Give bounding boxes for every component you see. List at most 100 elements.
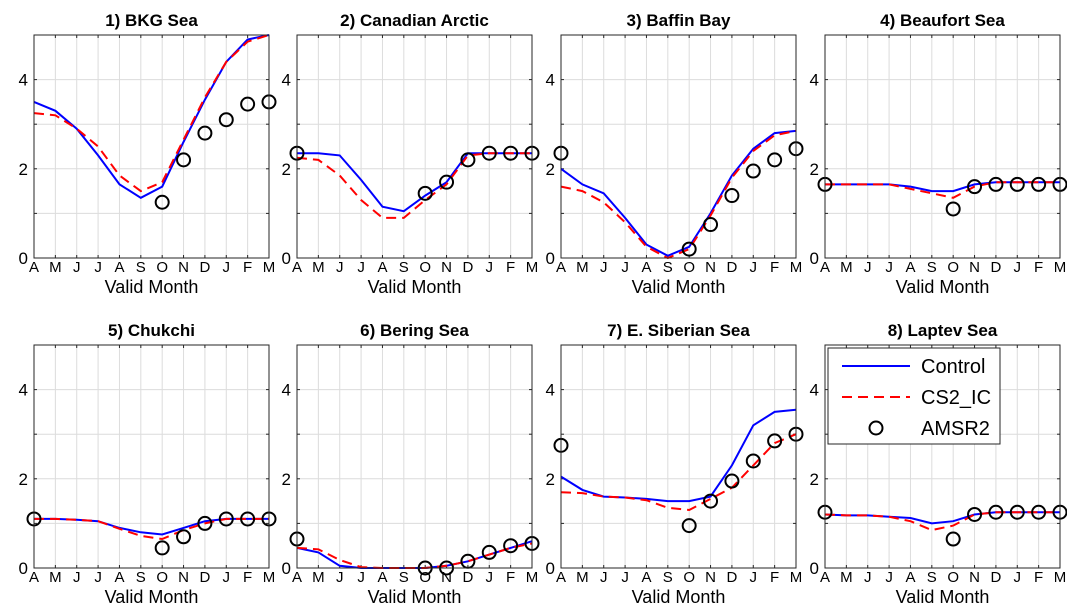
x-tick-label: O xyxy=(419,569,431,586)
x-tick-label: M xyxy=(1054,259,1067,276)
amsr2-point xyxy=(724,188,740,204)
x-tick-label: J xyxy=(621,259,629,276)
y-tick-label: 0 xyxy=(282,249,291,268)
axes-box xyxy=(560,344,797,569)
y-tick-label: 2 xyxy=(810,160,819,179)
y-tick-label: 4 xyxy=(546,71,555,90)
x-tick-label: M xyxy=(576,259,589,276)
x-tick-label: S xyxy=(927,259,937,276)
x-tick-label: N xyxy=(705,569,716,586)
x-tick-label: F xyxy=(1034,259,1043,276)
amsr2-point xyxy=(703,217,719,233)
legend-label: Control xyxy=(921,356,985,378)
plot-area xyxy=(297,345,532,568)
series-cs2-ic-line xyxy=(825,181,1060,199)
x-tick-label: J xyxy=(486,569,494,586)
x-tick-label: A xyxy=(377,569,387,586)
amsr2-point xyxy=(218,112,234,128)
x-tick-label: M xyxy=(49,259,62,276)
y-tick-label: 2 xyxy=(546,160,555,179)
x-tick-label: A xyxy=(556,569,566,586)
x-tick-label: F xyxy=(770,569,779,586)
x-tick-label: O xyxy=(156,259,168,276)
amsr2-point xyxy=(503,538,519,554)
legend-label: AMSR2 xyxy=(921,418,990,440)
y-tick-label: 2 xyxy=(282,160,291,179)
x-tick-label: S xyxy=(136,259,146,276)
x-tick-label: J xyxy=(750,259,758,276)
x-tick-label: O xyxy=(947,259,959,276)
x-axis-label: Valid Month xyxy=(368,587,462,607)
series-cs2-ic-line xyxy=(296,152,532,219)
panel-title: 7) E. Siberian Sea xyxy=(607,321,750,340)
y-tick-label: 0 xyxy=(546,249,555,268)
panel-title: 1) BKG Sea xyxy=(105,11,198,30)
x-tick-label: F xyxy=(770,259,779,276)
amsr2-point xyxy=(197,515,213,531)
panel-title: 2) Canadian Arctic xyxy=(340,11,489,30)
x-tick-label: A xyxy=(377,259,387,276)
x-tick-label: J xyxy=(1014,259,1022,276)
series-cs2-ic-line xyxy=(34,517,269,541)
panel-title: 3) Baffin Bay xyxy=(627,11,731,30)
amsr2-point xyxy=(503,145,519,161)
amsr2-point xyxy=(1031,176,1047,192)
plot-area xyxy=(297,35,532,258)
x-tick-label: M xyxy=(312,259,325,276)
y-tick-label: 4 xyxy=(282,381,291,400)
axes-box xyxy=(33,344,270,569)
amsr2-point xyxy=(240,511,256,527)
x-tick-label: M xyxy=(263,569,276,586)
y-tick-label: 2 xyxy=(810,470,819,489)
amsr2-point xyxy=(481,145,497,161)
y-tick-label: 4 xyxy=(810,381,819,400)
x-tick-label: A xyxy=(114,569,124,586)
x-tick-label: A xyxy=(292,259,302,276)
amsr2-point xyxy=(460,152,476,168)
amsr2-point xyxy=(767,152,783,168)
axes-box xyxy=(560,34,797,259)
x-tick-label: J xyxy=(336,569,344,586)
x-tick-label: A xyxy=(641,569,651,586)
amsr2-point xyxy=(176,152,192,168)
x-tick-label: J xyxy=(94,259,102,276)
x-tick-label: M xyxy=(263,259,276,276)
x-tick-label: D xyxy=(199,259,210,276)
x-tick-label: S xyxy=(927,569,937,586)
x-axis-label: Valid Month xyxy=(896,277,990,297)
amsr2-point xyxy=(988,176,1004,192)
axes-box xyxy=(824,344,1061,569)
axes-box xyxy=(296,34,533,259)
x-tick-label: J xyxy=(73,259,81,276)
x-tick-label: O xyxy=(683,569,695,586)
series-cs2-ic-line xyxy=(560,129,797,260)
y-tick-label: 4 xyxy=(546,381,555,400)
y-tick-label: 4 xyxy=(19,381,28,400)
y-tick-label: 0 xyxy=(810,249,819,268)
x-tick-label: D xyxy=(199,569,210,586)
x-tick-label: F xyxy=(1034,569,1043,586)
amsr2-point xyxy=(945,201,961,217)
series-control-line xyxy=(560,129,797,257)
x-tick-label: J xyxy=(600,569,608,586)
series-control-line xyxy=(33,34,270,199)
x-tick-label: M xyxy=(1054,569,1067,586)
x-tick-label: J xyxy=(864,569,872,586)
y-tick-label: 4 xyxy=(810,71,819,90)
plot-area xyxy=(34,345,269,568)
x-tick-label: A xyxy=(641,259,651,276)
y-tick-label: 0 xyxy=(546,559,555,578)
x-tick-label: N xyxy=(969,569,980,586)
x-tick-label: M xyxy=(526,259,539,276)
y-tick-label: 0 xyxy=(282,559,291,578)
amsr2-point xyxy=(439,174,455,190)
x-axis-label: Valid Month xyxy=(632,587,726,607)
x-tick-label: D xyxy=(462,259,473,276)
x-tick-label: O xyxy=(419,259,431,276)
x-tick-label: J xyxy=(864,259,872,276)
x-tick-label: J xyxy=(750,569,758,586)
